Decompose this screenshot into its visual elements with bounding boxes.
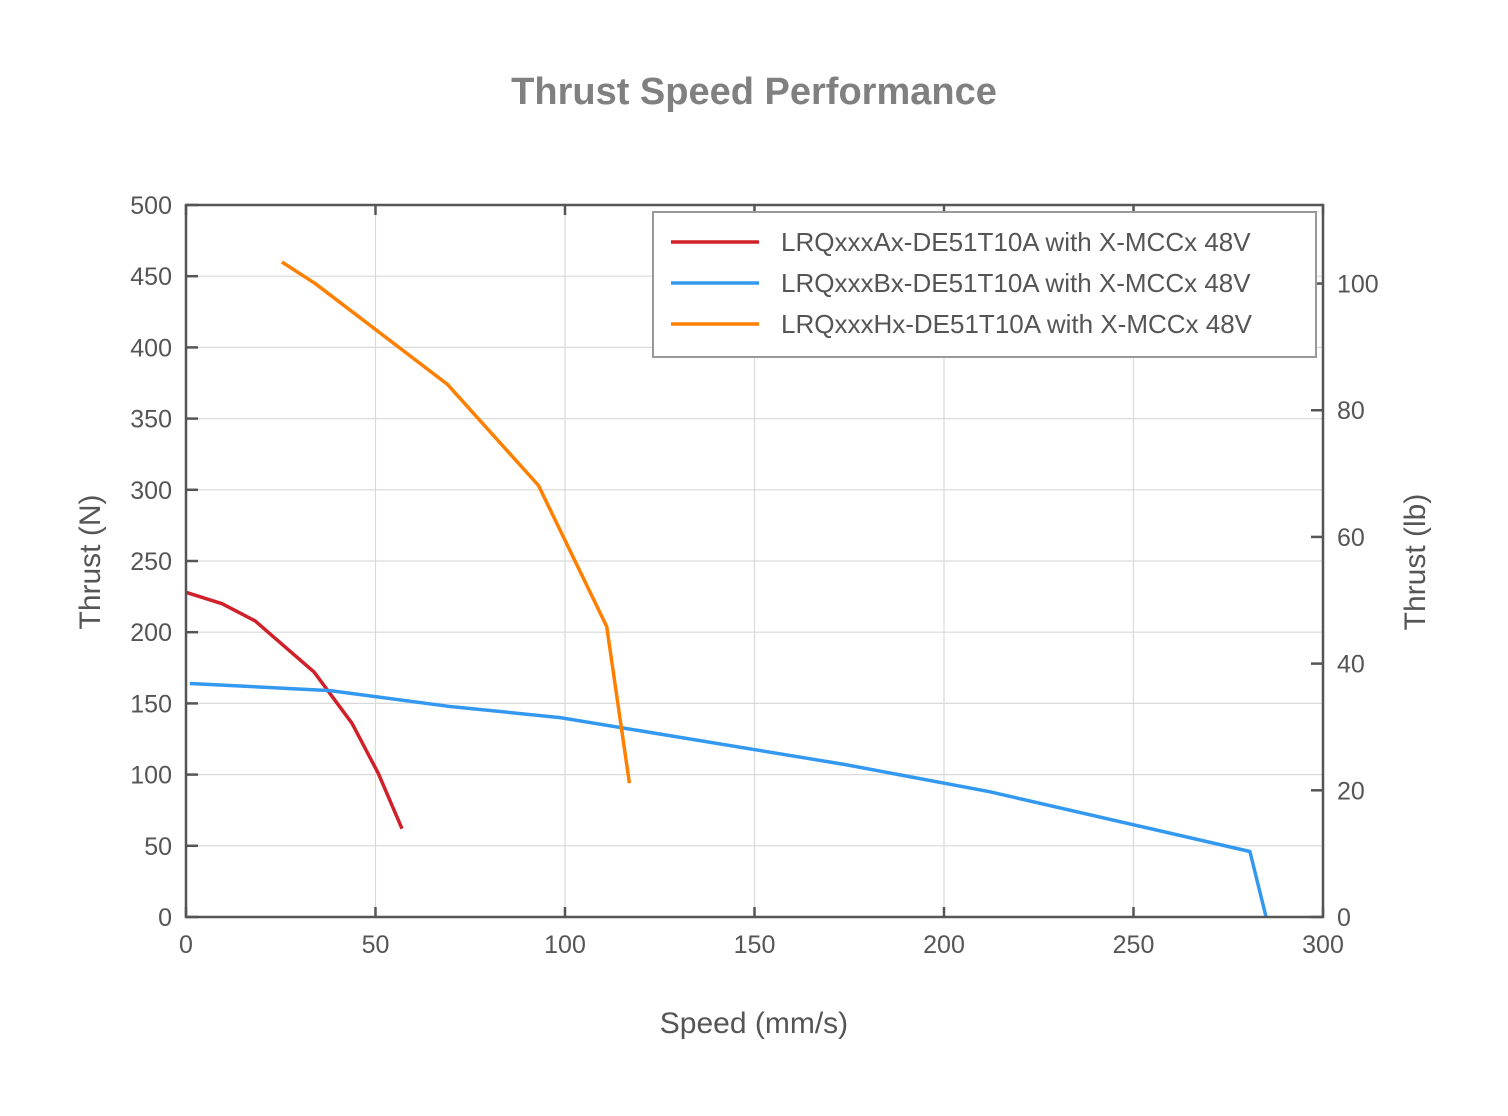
y2-tick-label: 60 [1337, 524, 1365, 552]
y-tick-label: 350 [130, 406, 172, 434]
y-tick-label: 500 [130, 192, 172, 220]
y2-tick-label: 0 [1337, 904, 1351, 932]
series-lines [185, 260, 1268, 918]
y2-axis-label: Thrust (lb) [1399, 494, 1432, 631]
x-tick-label: 100 [544, 931, 586, 959]
y2-tick-label: 80 [1337, 397, 1365, 425]
y-tick-label: 100 [130, 762, 172, 790]
legend-entry-label: LRQxxxBx-DE51T10A with X-MCCx 48V [781, 268, 1251, 298]
axis-ticks: 0 50 100 150 200 250 3000501001502002503003504… [130, 192, 1378, 959]
y-tick-label: 200 [130, 619, 172, 647]
x-axis-label: Speed (mm/s) [660, 1007, 848, 1040]
y2-tick-label: 40 [1337, 651, 1365, 679]
series-line-1 [189, 681, 1268, 918]
legend-box [652, 211, 1317, 358]
series-line-2 [280, 260, 632, 784]
y-axis-label: Thrust (N) [74, 495, 107, 630]
x-tick-label: 0 [179, 931, 193, 959]
chart-title: Thrust Speed Performance [511, 71, 997, 113]
y-tick-label: 450 [130, 263, 172, 291]
x-tick-label: 50 [362, 931, 390, 959]
x-tick-label: 200 [923, 931, 965, 959]
y-tick-label: 0 [158, 904, 172, 932]
legend: LRQxxxAx-DE51T10A with X-MCCx 48V LRQxxxB… [652, 211, 1317, 358]
y2-tick-label: 100 [1337, 271, 1379, 299]
y2-tick-label: 20 [1337, 777, 1365, 805]
y-tick-label: 50 [144, 833, 172, 861]
y-tick-label: 300 [130, 477, 172, 505]
y-tick-label: 250 [130, 548, 172, 576]
x-tick-label: 250 [1113, 931, 1155, 959]
legend-entry-label: LRQxxxHx-DE51T10A with X-MCCx 48V [781, 309, 1253, 339]
series-line-0 [185, 590, 404, 830]
x-tick-label: 300 [1302, 931, 1344, 959]
legend-entry-label: LRQxxxAx-DE51T10A with X-MCCx 48V [781, 227, 1251, 257]
y-tick-label: 150 [130, 690, 172, 718]
x-tick-label: 150 [734, 931, 776, 959]
y-tick-label: 400 [130, 334, 172, 362]
